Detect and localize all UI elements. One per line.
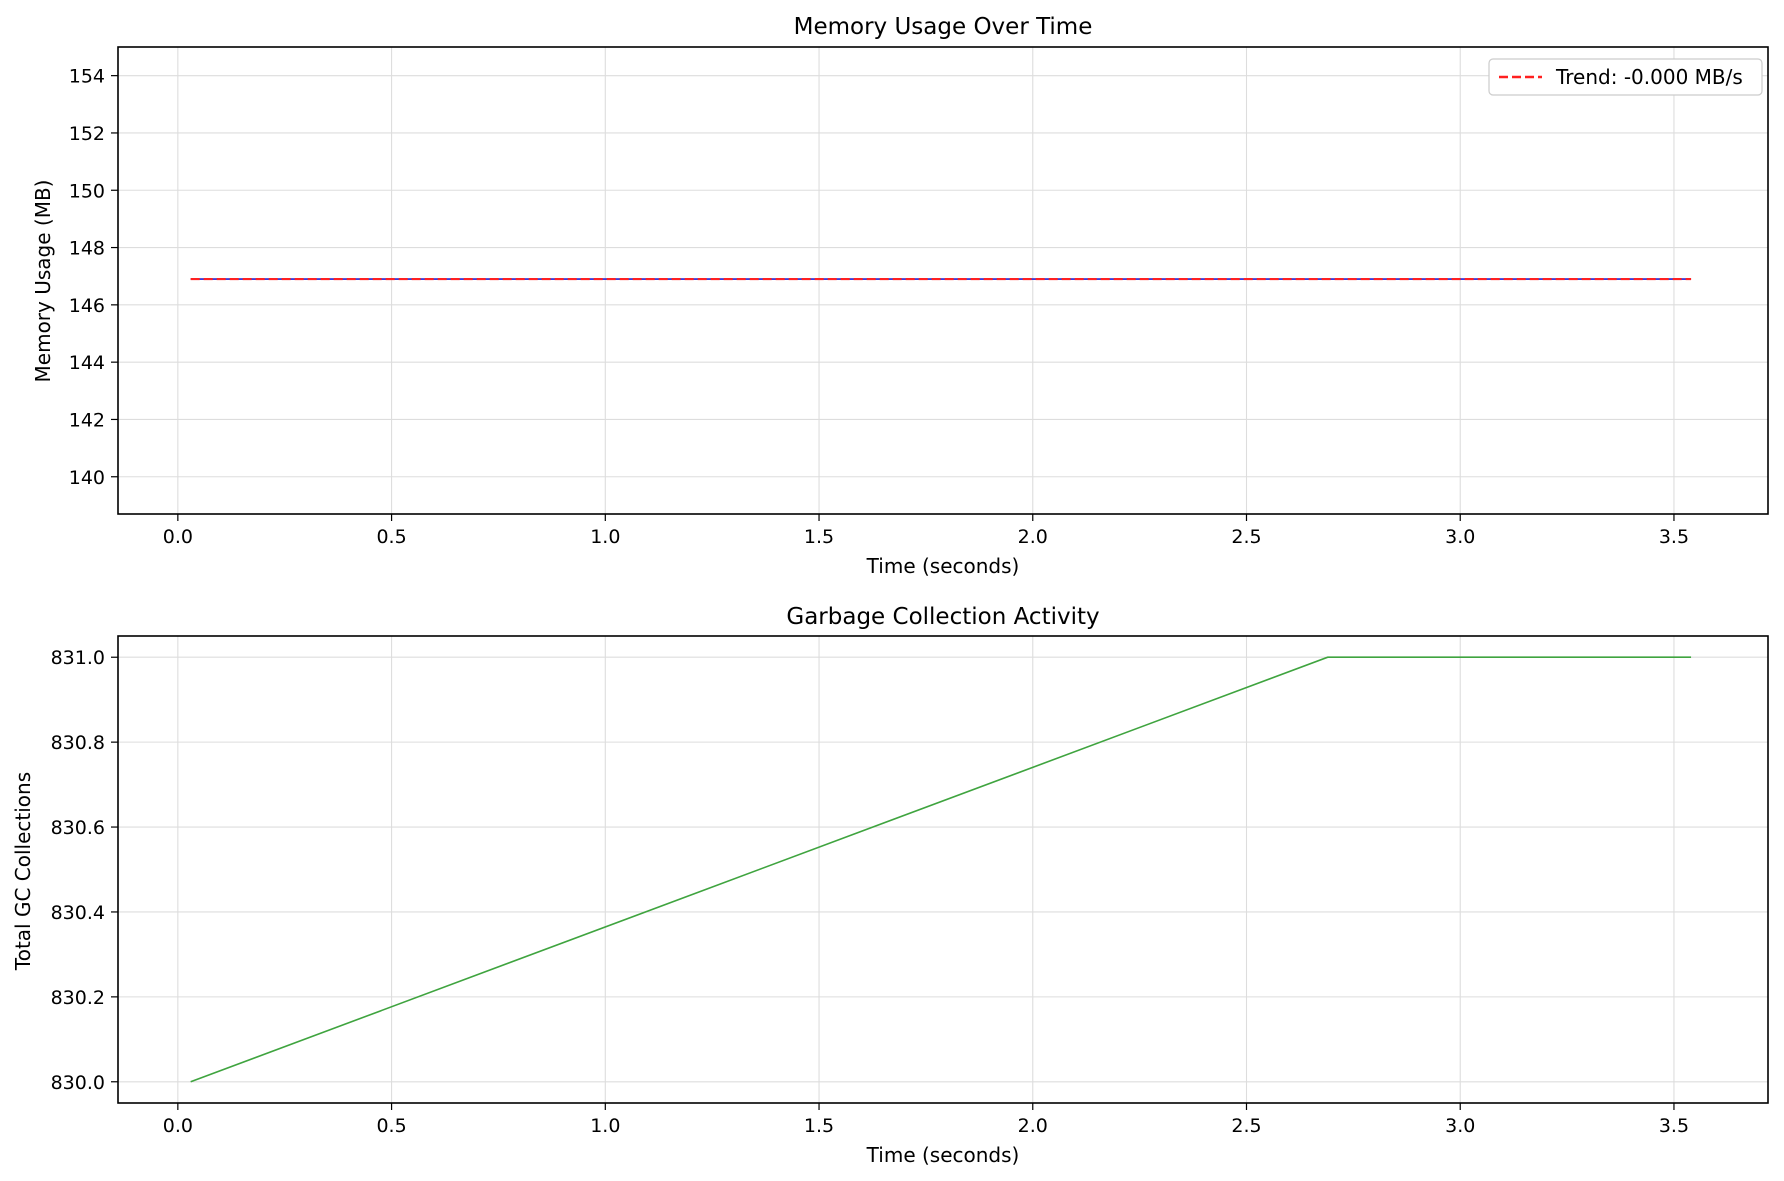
y-axis-ticks: 140 142 144 146 148 150 152 154 [69, 66, 118, 489]
y-tick-label: 830.0 [51, 1072, 105, 1094]
series-group [190, 656, 1692, 1083]
x-tick-label: 1.0 [590, 1115, 620, 1137]
x-tick-label: 1.0 [590, 526, 620, 548]
plot-frame [117, 635, 1769, 1104]
y-tick-label: 150 [69, 180, 105, 202]
y-tick-label: 830.8 [51, 732, 105, 754]
chart-title: Memory Usage Over Time [794, 14, 1093, 40]
x-tick-label: 2.0 [1018, 1115, 1048, 1137]
x-axis-ticks: 0.0 0.5 1.0 1.5 2.0 2.5 3.0 3.5 [163, 1103, 1689, 1137]
x-axis-label: Time (seconds) [866, 554, 1020, 578]
legend-box [1488, 58, 1763, 96]
y-tick-label: 154 [69, 66, 105, 88]
x-tick-label: 0.5 [376, 1115, 406, 1137]
x-axis-label: Time (seconds) [866, 1143, 1020, 1167]
series-line [190, 656, 1692, 1083]
y-tick-label: 146 [69, 295, 105, 317]
x-tick-label: 3.5 [1659, 526, 1689, 548]
y-tick-label: 152 [69, 123, 105, 145]
y-axis-ticks: 830.0 830.2 830.4 830.6 830.8 831.0 [51, 647, 118, 1094]
y-tick-label: 148 [69, 238, 105, 260]
x-tick-label: 3.5 [1659, 1115, 1689, 1137]
x-tick-label: 2.5 [1231, 1115, 1261, 1137]
plot-frame [117, 46, 1769, 515]
x-tick-label: 0.0 [163, 1115, 193, 1137]
x-tick-label: 0.5 [376, 526, 406, 548]
x-axis-ticks: 0.0 0.5 1.0 1.5 2.0 2.5 3.0 3.5 [163, 514, 1689, 548]
grid [118, 47, 1768, 514]
y-axis-label: Memory Usage (MB) [31, 180, 55, 383]
memory-usage-chart: Memory Usage Over Time 0.0 0.5 1.0 1.5 2.0 2.… [31, 14, 1769, 578]
x-tick-label: 0.0 [163, 526, 193, 548]
x-tick-label: 3.0 [1445, 526, 1475, 548]
y-tick-label: 144 [69, 352, 105, 374]
x-tick-label: 1.5 [804, 1115, 834, 1137]
gc-activity-chart: Garbage Collection Activity 0.0 0.5 1.0 1.5… [11, 604, 1769, 1167]
y-tick-label: 831.0 [51, 647, 105, 669]
x-tick-label: 1.5 [804, 526, 834, 548]
y-tick-label: 830.2 [51, 987, 105, 1009]
legend-label-trend: Trend: -0.000 MB/s [1555, 65, 1743, 89]
x-tick-label: 2.0 [1018, 526, 1048, 548]
y-tick-label: 140 [69, 467, 105, 489]
x-tick-label: 3.0 [1445, 1115, 1475, 1137]
x-tick-label: 2.5 [1231, 526, 1261, 548]
y-tick-label: 830.6 [51, 817, 105, 839]
y-tick-label: 830.4 [51, 902, 105, 924]
grid [118, 636, 1768, 1103]
y-tick-label: 142 [69, 409, 105, 431]
y-axis-label: Total GC Collections [11, 772, 35, 971]
legend: Trend: -0.000 MB/s [1488, 58, 1763, 96]
chart-title: Garbage Collection Activity [786, 604, 1099, 630]
